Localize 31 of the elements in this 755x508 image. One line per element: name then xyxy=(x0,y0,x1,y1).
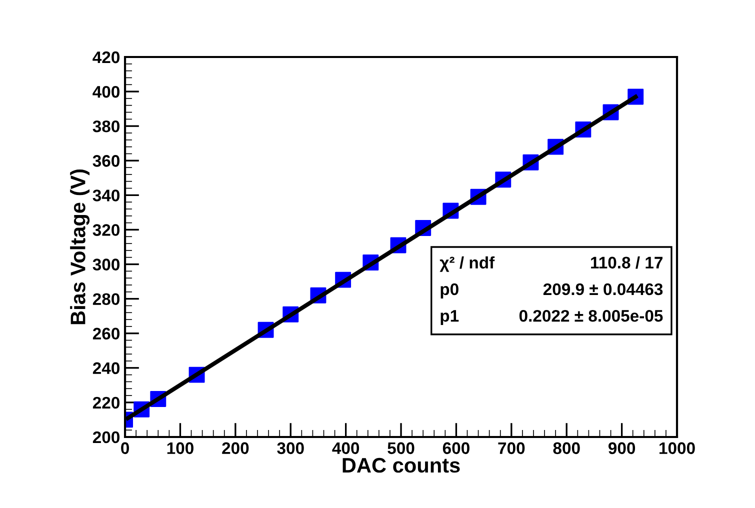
x-tick-label: 100 xyxy=(167,442,194,454)
x-tick-label: 800 xyxy=(553,442,580,454)
x-tick-label: 200 xyxy=(222,442,249,454)
x-tick-label: 700 xyxy=(498,442,525,454)
y-tick-label: 400 xyxy=(92,86,120,98)
y-tick-label: 320 xyxy=(92,224,120,236)
y-tick-label: 220 xyxy=(92,396,120,409)
y-tick-label: 280 xyxy=(92,293,120,306)
y-tick-label: 260 xyxy=(92,328,120,340)
y-tick-label: 360 xyxy=(92,155,120,167)
y-tick-label: 200 xyxy=(92,431,120,444)
annotation: χ² / ndf xyxy=(440,256,495,272)
x-tick-label: 300 xyxy=(277,442,304,454)
x-tick-label: 1000 xyxy=(660,442,695,454)
y-axis-title: Bias Voltage (V) xyxy=(70,169,90,324)
x-axis-title: DAC counts xyxy=(342,458,460,473)
annotation: 110.8 / 17 xyxy=(591,256,662,269)
annotation: p0 xyxy=(440,283,458,298)
y-tick-label: 420 xyxy=(92,51,120,64)
x-tick-label: 600 xyxy=(442,442,470,454)
y-tick-label: 340 xyxy=(92,190,120,202)
y-tick-label: 240 xyxy=(92,362,120,374)
y-tick-label: 300 xyxy=(92,258,120,270)
annotation: 209.9 ± 0.04463 xyxy=(543,283,663,296)
x-tick-label: 500 xyxy=(388,442,414,454)
annotation: p1 xyxy=(440,310,459,326)
x-tick-label: 0 xyxy=(121,442,129,454)
x-tick-label: 900 xyxy=(608,442,636,454)
annotation: 0.2022 ± 8.005e-05 xyxy=(519,310,663,322)
x-tick-label: 400 xyxy=(332,442,360,454)
y-tick-label: 380 xyxy=(92,120,120,132)
